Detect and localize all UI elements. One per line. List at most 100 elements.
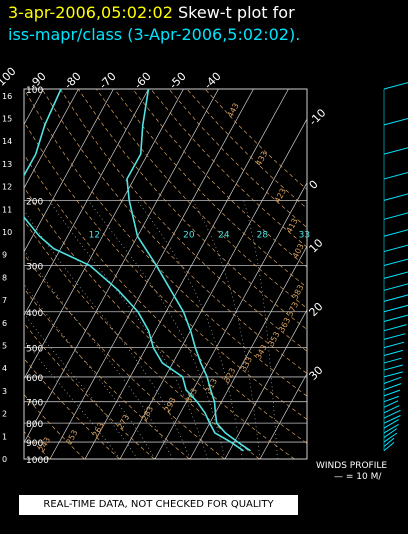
isotherm-tick-label: -60	[132, 70, 154, 92]
isotherm-line	[24, 89, 79, 189]
height-tick-label: 13	[2, 160, 12, 169]
wind-barb	[383, 244, 408, 253]
isotherm-line	[119, 118, 307, 459]
isotherm-tick-label: 0	[307, 178, 321, 192]
dry-adiabat-line	[132, 89, 307, 268]
dry-adiabat-line	[96, 89, 307, 309]
isotherm-line	[24, 89, 219, 444]
moist-adiabat-line	[24, 249, 173, 459]
wind-barb	[383, 82, 408, 90]
wind-barb	[383, 304, 408, 313]
moist-adiabat-line	[48, 200, 208, 459]
wind-barb	[383, 229, 408, 237]
wind-barb	[383, 405, 400, 414]
wind-barb	[383, 376, 402, 384]
wind-barb	[383, 357, 402, 364]
moist-adiabat-line	[24, 313, 138, 459]
height-tick-label: 7	[2, 296, 7, 305]
wind-barb	[383, 171, 408, 180]
wind-barb	[383, 409, 401, 419]
wind-barb	[383, 415, 401, 424]
dry-adiabat-line	[24, 154, 307, 444]
dry-adiabat-label: 293	[163, 396, 178, 414]
dry-adiabat-line	[150, 89, 307, 248]
pressure-tick-label: 400	[26, 309, 43, 319]
height-tick-label: 3	[2, 387, 7, 396]
dry-adiabat-line	[24, 120, 307, 420]
plot-frame	[23, 88, 308, 460]
isotherm-tick-label: -40	[202, 70, 224, 92]
dry-adiabat-line	[24, 393, 85, 459]
isotherm-tick-label: 30	[307, 364, 326, 383]
moist-adiabat-line	[24, 209, 191, 459]
dry-adiabat-label: 263	[91, 421, 106, 439]
wind-barb	[383, 437, 395, 447]
wind-barb	[383, 364, 403, 371]
dewpoint-profile-line	[24, 89, 244, 452]
wind-barb	[383, 383, 402, 391]
height-tick-label: 2	[2, 410, 7, 419]
dry-adiabat-line	[24, 431, 50, 459]
background-lines	[24, 89, 307, 459]
dry-adiabat-label: 383	[290, 283, 305, 301]
wind-barb	[383, 193, 408, 201]
isotherm-line	[224, 309, 307, 459]
winds-profile-title: WINDS PROFILE	[316, 461, 388, 471]
wind-barb	[383, 349, 403, 356]
mixing-ratio-label: 24	[218, 231, 230, 241]
isotherm-tick-label: -80	[62, 70, 84, 92]
wind-barb	[383, 341, 405, 349]
pressure-tick-label: 1000	[26, 456, 49, 466]
wind-barb	[383, 371, 403, 378]
dry-adiabat-label: 353	[267, 330, 282, 348]
wind-barb	[383, 419, 399, 429]
wind-barb	[383, 212, 408, 220]
dry-adiabat-label: 403	[291, 242, 306, 260]
dry-adiabat-label: 323	[222, 366, 237, 384]
dry-adiabat-line	[24, 186, 295, 459]
dry-adiabat-line	[24, 357, 120, 459]
height-tick-label: 0	[2, 455, 7, 464]
isotherm-line	[24, 89, 114, 253]
winds-scale-label: — = 10 M/	[334, 472, 382, 482]
isotherm-tick-label: -70	[97, 70, 119, 92]
height-tick-label: 10	[2, 228, 12, 237]
pressure-tick-label: 800	[26, 420, 43, 430]
dry-adiabat-line	[24, 287, 190, 459]
isotherm-line	[84, 89, 289, 459]
wind-barb	[383, 314, 408, 322]
dry-adiabat-line	[186, 89, 307, 209]
moist-adiabat-line	[136, 200, 243, 459]
wind-barb	[383, 258, 408, 267]
dry-adiabat-line	[59, 89, 307, 352]
mixing-ratio-label: 20	[183, 231, 195, 241]
pressure-tick-label: 600	[26, 374, 43, 384]
header-line-1: 3-apr-2006,05:02:02 Skew-t plot for	[8, 2, 408, 24]
pressure-tick-label: 200	[26, 197, 43, 207]
pressure-tick-label: 900	[26, 439, 43, 449]
pressure-tick-label: 100	[26, 86, 43, 96]
dry-adiabat-line	[77, 89, 307, 330]
wind-barb	[383, 400, 399, 408]
dry-adiabat-line	[41, 89, 307, 374]
height-tick-label: 16	[2, 92, 12, 101]
isotherm-line	[49, 89, 254, 459]
mixing-ratio-label: 33	[299, 231, 310, 241]
wind-barb	[383, 333, 406, 340]
wind-barb	[383, 147, 408, 155]
dry-adiabat-label: 423	[273, 187, 288, 205]
height-tick-label: 9	[2, 251, 7, 260]
height-tick-label: 14	[2, 137, 12, 146]
height-tick-label: 11	[2, 205, 12, 214]
moist-adiabat-line	[88, 200, 226, 459]
isotherm-line	[189, 245, 307, 459]
wind-barb	[383, 389, 401, 397]
pressure-tick-label: 500	[26, 345, 43, 355]
temperature-profile-line	[126, 89, 251, 452]
dry-adiabat-line	[24, 89, 307, 397]
dry-adiabat-label: 343	[254, 343, 269, 361]
sounding-datetime: 3-apr-2006,05:02:02	[8, 3, 173, 22]
moist-adiabat-line	[24, 283, 156, 459]
pressure-tick-label: 700	[26, 399, 43, 409]
height-tick-label: 15	[2, 115, 12, 124]
